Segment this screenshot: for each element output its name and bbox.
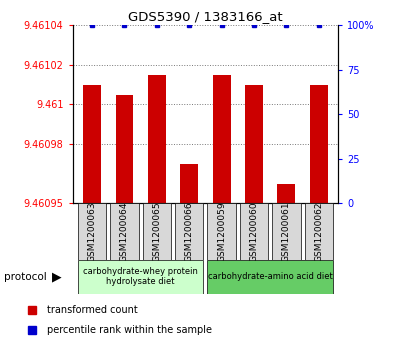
Bar: [310, 85, 328, 203]
Text: GSM1200064: GSM1200064: [120, 201, 129, 262]
Text: percentile rank within the sample: percentile rank within the sample: [47, 325, 212, 335]
FancyBboxPatch shape: [208, 260, 333, 294]
Bar: [213, 75, 230, 203]
Text: ▶: ▶: [52, 270, 61, 283]
Bar: [245, 85, 263, 203]
FancyBboxPatch shape: [78, 260, 203, 294]
FancyBboxPatch shape: [110, 203, 139, 260]
Title: GDS5390 / 1383166_at: GDS5390 / 1383166_at: [128, 10, 283, 23]
Text: carbohydrate-amino acid diet: carbohydrate-amino acid diet: [208, 272, 332, 281]
Text: GSM1200061: GSM1200061: [282, 201, 291, 262]
FancyBboxPatch shape: [143, 203, 171, 260]
Bar: [83, 85, 101, 203]
FancyBboxPatch shape: [175, 203, 203, 260]
Text: carbohydrate-whey protein
hydrolysate diet: carbohydrate-whey protein hydrolysate di…: [83, 267, 198, 286]
Text: GSM1200060: GSM1200060: [249, 201, 259, 262]
Bar: [148, 75, 166, 203]
Text: GSM1200065: GSM1200065: [152, 201, 161, 262]
FancyBboxPatch shape: [305, 203, 333, 260]
Bar: [115, 95, 133, 203]
FancyBboxPatch shape: [240, 203, 268, 260]
Text: transformed count: transformed count: [47, 305, 138, 315]
Text: GSM1200062: GSM1200062: [314, 201, 323, 262]
FancyBboxPatch shape: [78, 203, 106, 260]
Bar: [278, 184, 295, 203]
Bar: [181, 164, 198, 203]
Text: GSM1200066: GSM1200066: [185, 201, 194, 262]
FancyBboxPatch shape: [208, 203, 236, 260]
Text: protocol: protocol: [4, 272, 47, 282]
Text: GSM1200063: GSM1200063: [88, 201, 97, 262]
FancyBboxPatch shape: [272, 203, 300, 260]
Text: GSM1200059: GSM1200059: [217, 201, 226, 262]
